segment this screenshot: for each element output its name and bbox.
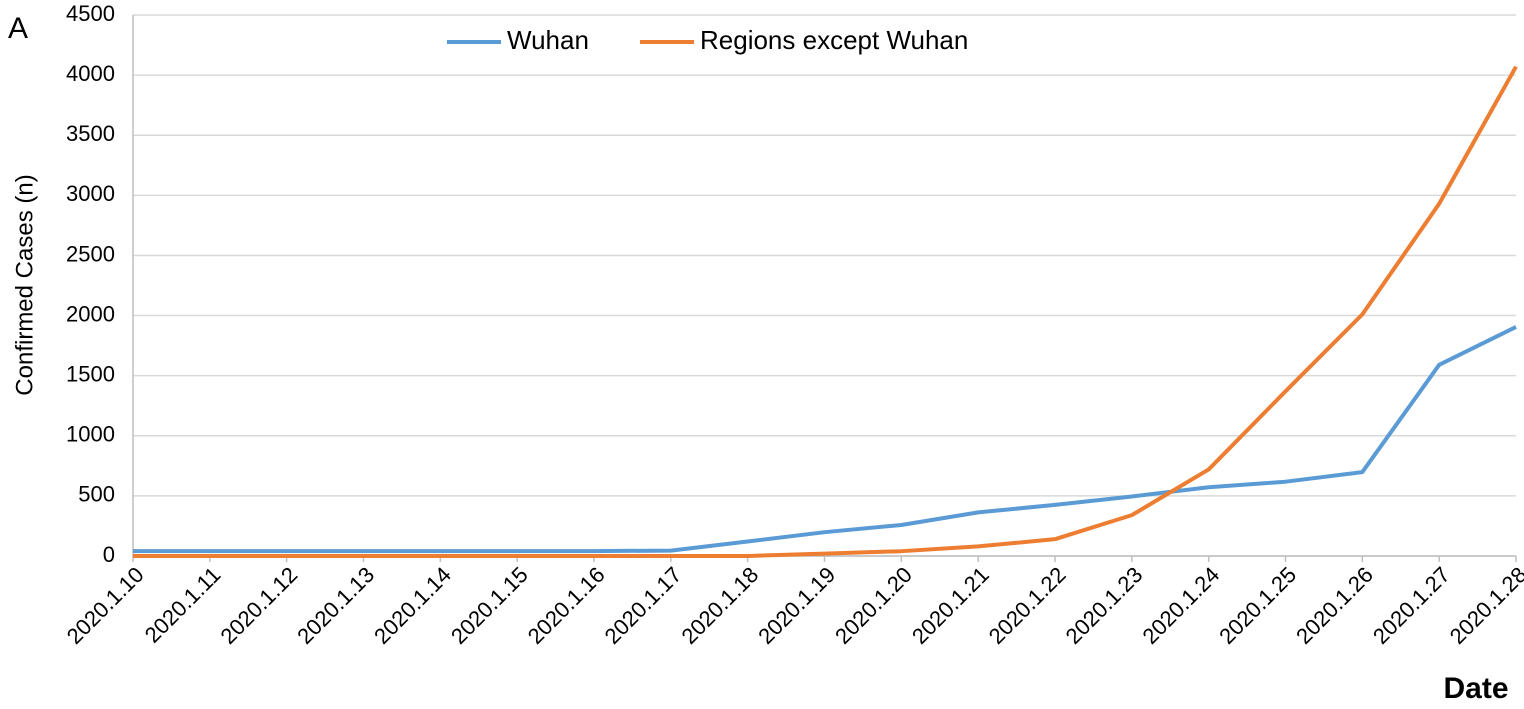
series-line [133, 65, 1518, 558]
x-tick-label: 2020.1.22 [984, 562, 1071, 649]
panel-label: A [8, 12, 28, 45]
x-tick-label: 2020.1.15 [446, 562, 533, 649]
x-tick-label: 2020.1.28 [1445, 562, 1524, 649]
x-tick-label: 2020.1.24 [1137, 562, 1224, 649]
y-tick-label: 3000 [66, 181, 115, 206]
y-tick-label: 3500 [66, 121, 115, 146]
y-tick-label: 2000 [66, 301, 115, 326]
x-tick-label: 2020.1.19 [753, 562, 840, 649]
series-line [133, 325, 1517, 554]
x-tick-label: 2020.1.14 [369, 562, 456, 649]
y-tick-label: 500 [78, 482, 115, 507]
x-tick-label: 2020.1.20 [830, 562, 917, 649]
y-tick-label: 1500 [66, 361, 115, 386]
x-tick-label: 2020.1.13 [292, 562, 379, 649]
x-tick-label: 2020.1.17 [600, 562, 687, 649]
y-axis-label: Confirmed Cases (n) [11, 174, 38, 395]
legend-label: Regions except Wuhan [700, 25, 968, 55]
x-tick-label: 2020.1.16 [523, 562, 610, 649]
x-tick-label: 2020.1.26 [1291, 562, 1378, 649]
x-axis-label: Date [1443, 672, 1508, 705]
x-tick-label: 2020.1.25 [1214, 562, 1301, 649]
y-tick-label: 4000 [66, 61, 115, 86]
legend-label: Wuhan [507, 25, 589, 55]
y-tick-label: 4500 [66, 1, 115, 26]
y-tick-label: 0 [103, 542, 115, 567]
x-tick-label: 2020.1.11 [140, 562, 226, 648]
x-tick-label: 2020.1.12 [215, 562, 302, 649]
x-tick-label: 2020.1.10 [62, 562, 149, 649]
x-tick-label: 2020.1.18 [676, 562, 763, 649]
x-tick-label: 2020.1.27 [1368, 562, 1455, 649]
y-tick-label: 2500 [66, 241, 115, 266]
x-tick-label: 2020.1.21 [907, 562, 994, 649]
x-tick-label: 2020.1.23 [1061, 562, 1148, 649]
y-tick-label: 1000 [66, 422, 115, 447]
